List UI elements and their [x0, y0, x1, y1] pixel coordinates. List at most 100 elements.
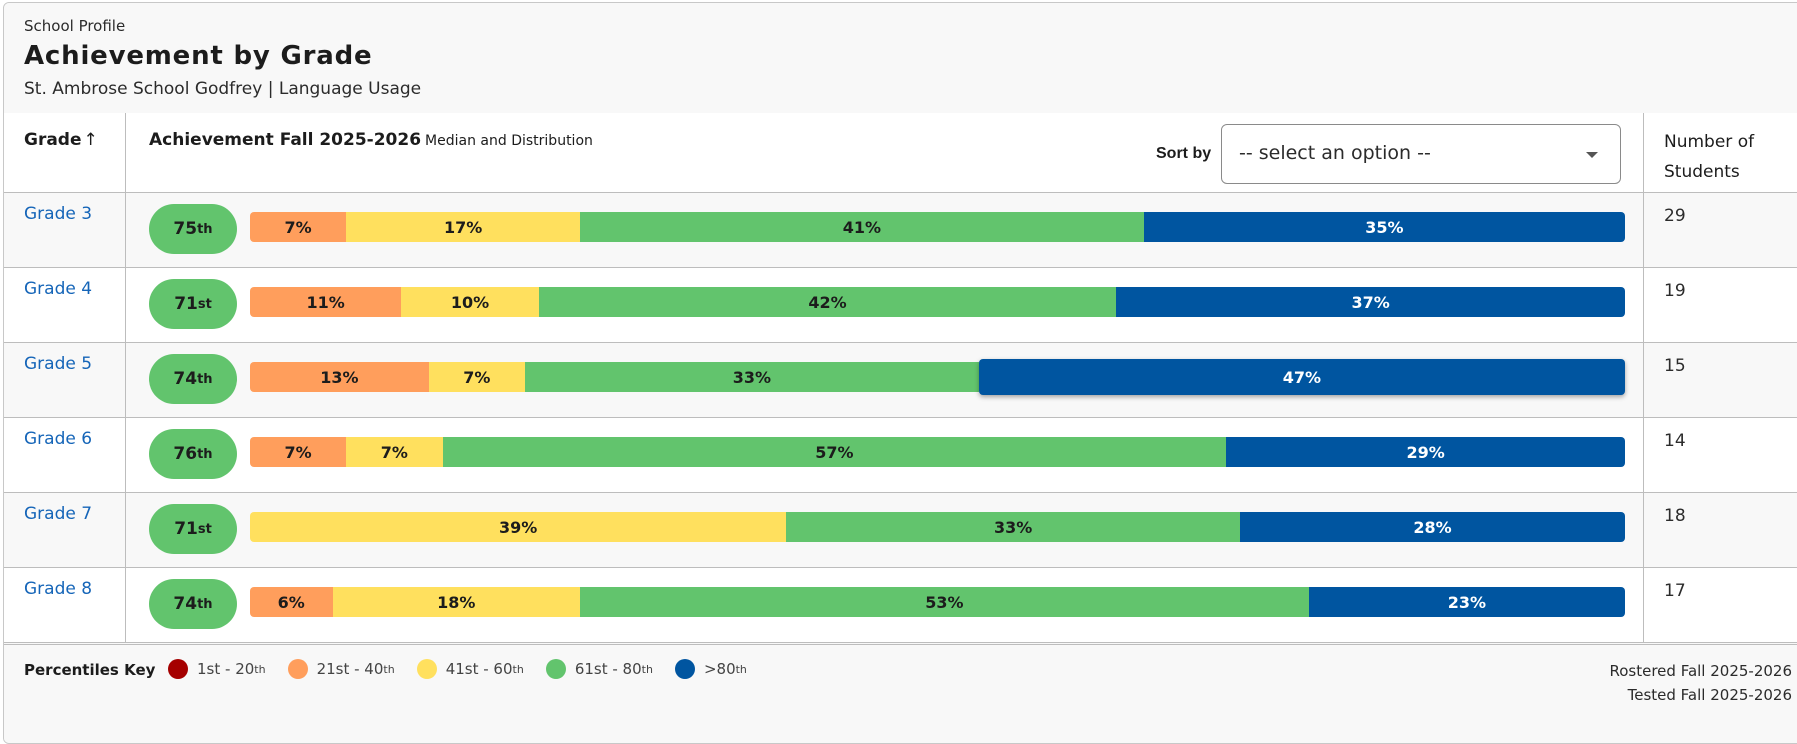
bar-segment-21st-40th[interactable]: 6%	[250, 587, 333, 617]
bar-segment-41st-60th[interactable]: 39%	[250, 512, 787, 542]
distribution-bar: 39% 33% 28%	[250, 512, 1625, 542]
student-count: 18	[1664, 506, 1686, 526]
segment-label: 35%	[1365, 217, 1404, 237]
distribution-bar: 6% 18% 53% 23%	[250, 587, 1625, 617]
bar-segment-41st-60th[interactable]: 10%	[401, 287, 539, 317]
key-item-label: 1st - 20	[197, 660, 255, 678]
bar-segment-61st-80th[interactable]: 33%	[525, 362, 979, 392]
students-cell: 15	[1644, 343, 1797, 417]
grade-link[interactable]: Grade 3	[24, 204, 93, 224]
segment-label: 53%	[925, 592, 964, 612]
bar-segment-21st-40th[interactable]: 11%	[250, 287, 402, 317]
bar-segment-21st-40th[interactable]: 7%	[250, 212, 347, 242]
bar-segment-41st-60th[interactable]: 7%	[346, 437, 443, 467]
achievement-table: Grade ↑ Achievement Fall 2025-2026 Median …	[4, 113, 1797, 643]
arrow-up-icon[interactable]: ↑	[83, 130, 98, 150]
bar-segment-gt80th[interactable]: 23%	[1308, 587, 1625, 617]
grade-link[interactable]: Grade 4	[24, 279, 93, 299]
segment-label: 18%	[437, 592, 476, 612]
student-count: 19	[1664, 281, 1686, 301]
segment-label: 47%	[1282, 367, 1322, 387]
segment-label: 23%	[1447, 592, 1487, 612]
grade-link[interactable]: Grade 5	[24, 354, 93, 374]
segment-label: 33%	[993, 517, 1033, 537]
page-title: Achievement by Grade	[24, 41, 373, 71]
bar-segment-21st-40th[interactable]: 13%	[250, 362, 429, 392]
median-value: 71	[174, 294, 198, 314]
bar-segment-41st-60th[interactable]: 7%	[428, 362, 525, 392]
bar-segment-61st-80th[interactable]: 33%	[786, 512, 1240, 542]
median-suffix: th	[197, 221, 213, 237]
rostered-label: Rostered Fall 2025-2026	[1609, 662, 1792, 680]
students-cell: 19	[1644, 268, 1797, 342]
grade-column-header[interactable]: Grade ↑	[4, 113, 126, 192]
bar-segment-gt80th[interactable]: 29%	[1226, 437, 1625, 467]
bar-segment-61st-80th[interactable]: 42%	[538, 287, 1117, 317]
segment-label: 11%	[306, 292, 345, 312]
bar-segment-61st-80th[interactable]: 41%	[580, 212, 1144, 242]
student-count: 15	[1664, 356, 1686, 376]
bar-segment-21st-40th[interactable]: 7%	[250, 437, 347, 467]
segment-label: 42%	[808, 292, 847, 312]
students-header-line2: Students	[1664, 162, 1740, 182]
sort-by-select[interactable]: -- select an option --	[1221, 124, 1621, 184]
median-suffix: th	[197, 596, 213, 612]
segment-label: 17%	[443, 217, 483, 237]
achievement-by-grade-card: School Profile Achievement by Grade St. …	[3, 2, 1797, 744]
segment-label: 57%	[815, 442, 854, 462]
students-cell: 29	[1644, 193, 1797, 267]
median-suffix: st	[197, 521, 212, 537]
grade-link[interactable]: Grade 6	[24, 429, 93, 449]
tested-label: Tested Fall 2025-2026	[1627, 686, 1792, 704]
bar-segment-gt80th[interactable]: 35%	[1143, 212, 1625, 242]
median-value: 76	[173, 444, 198, 464]
bar-segment-61st-80th[interactable]: 57%	[442, 437, 1227, 467]
chevron-down-icon	[1586, 152, 1598, 158]
bar-segment-41st-60th[interactable]: 17%	[346, 212, 580, 242]
key-item: >80 th	[674, 659, 747, 679]
grade-link[interactable]: Grade 8	[24, 579, 93, 599]
distribution-bar: 7% 7% 57% 29%	[250, 437, 1625, 467]
grade-cell: Grade 6	[4, 418, 126, 492]
legend-dot-icon	[287, 659, 308, 679]
achievement-column-header: Achievement Fall 2025-2026 Median and Dis…	[126, 113, 1644, 192]
distribution-bar: 11% 10% 42% 37%	[250, 287, 1625, 317]
page-subtitle: St. Ambrose School Godfrey | Language Us…	[24, 79, 422, 99]
student-count: 29	[1664, 206, 1686, 226]
median-value: 74	[173, 369, 198, 389]
sort-by-label: Sort by	[1156, 145, 1212, 162]
key-item-suffix: th	[641, 662, 653, 676]
bar-segment-61st-80th[interactable]: 53%	[580, 587, 1309, 617]
grade-header-label[interactable]: Grade	[24, 130, 82, 150]
roster-info: Rostered Fall 2025-2026 Tested Fall 2025…	[1609, 659, 1792, 707]
segment-label: 7%	[284, 217, 312, 237]
segment-label: 7%	[380, 442, 408, 462]
segment-label: 41%	[842, 217, 882, 237]
distribution-bar: 7% 17% 41% 35%	[250, 212, 1625, 242]
bar-segment-gt80th[interactable]: 28%	[1240, 512, 1625, 542]
grade-link[interactable]: Grade 7	[24, 504, 93, 524]
bar-segment-gt80th[interactable]: 37%	[1116, 287, 1625, 317]
bar-segment-gt80th[interactable]: 47%	[978, 359, 1625, 395]
median-suffix: th	[197, 446, 213, 462]
median-value: 71	[174, 519, 198, 539]
bar-segment-41st-60th[interactable]: 18%	[332, 587, 580, 617]
key-item-label: 61st - 80	[574, 660, 642, 678]
eyebrow-label: School Profile	[24, 17, 126, 35]
student-count: 14	[1664, 431, 1686, 451]
students-cell: 18	[1644, 493, 1797, 567]
